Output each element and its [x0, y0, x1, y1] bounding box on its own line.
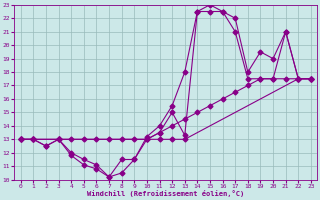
X-axis label: Windchill (Refroidissement éolien,°C): Windchill (Refroidissement éolien,°C)	[87, 190, 244, 197]
